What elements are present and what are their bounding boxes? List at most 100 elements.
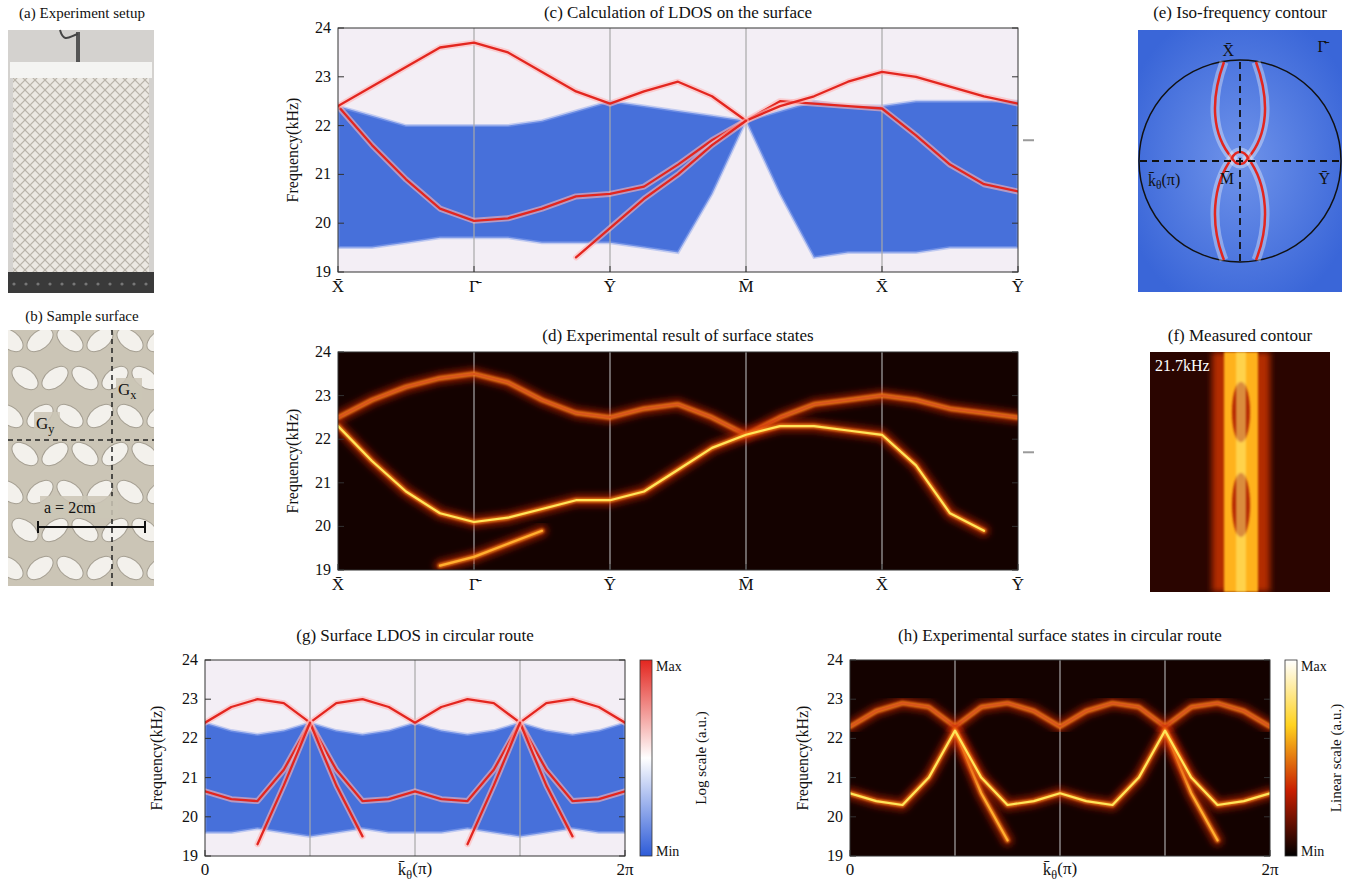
tick bbox=[1012, 570, 1018, 571]
tick bbox=[882, 266, 883, 272]
tick-label: Γ̄ bbox=[469, 277, 482, 296]
pillar bbox=[98, 514, 133, 547]
suffix: (π) bbox=[412, 859, 432, 878]
tick bbox=[1264, 738, 1270, 739]
pillar bbox=[68, 438, 103, 471]
grid-line bbox=[609, 352, 610, 570]
tick bbox=[205, 699, 211, 700]
grid-line bbox=[1164, 660, 1165, 856]
tick-label: 23 bbox=[315, 68, 331, 85]
frequency-marker bbox=[1023, 451, 1034, 453]
grid-line bbox=[309, 660, 310, 856]
pillar bbox=[143, 476, 154, 509]
base: k̄ bbox=[1148, 172, 1156, 189]
tick bbox=[619, 816, 625, 817]
band-line bbox=[205, 699, 625, 801]
line-halo bbox=[258, 723, 521, 845]
tick-label: 24 bbox=[315, 343, 331, 360]
scale-bar bbox=[38, 526, 145, 528]
plot-ground bbox=[338, 28, 1018, 272]
tick bbox=[1012, 272, 1018, 273]
grid-line bbox=[519, 660, 520, 856]
tick bbox=[850, 660, 856, 661]
tick-label: 2π bbox=[616, 860, 634, 879]
table-hole bbox=[60, 282, 63, 285]
table-hole bbox=[24, 282, 27, 285]
tick bbox=[850, 816, 856, 817]
tick bbox=[1264, 699, 1270, 700]
colorbar bbox=[640, 660, 652, 856]
pillar bbox=[23, 330, 58, 356]
chart: 19202122232402πk̄θ(π)Frequency(kHz)(g) S… bbox=[148, 626, 710, 882]
pillar bbox=[143, 400, 154, 433]
photo-ground bbox=[8, 30, 154, 293]
tick-label: 19 bbox=[315, 561, 331, 578]
frame bbox=[338, 28, 1018, 272]
subscript: x bbox=[130, 388, 136, 402]
tick bbox=[1012, 76, 1018, 77]
tick bbox=[338, 174, 344, 175]
line-halo bbox=[338, 101, 1018, 221]
tick-label: 24 bbox=[315, 19, 331, 36]
panel-e: (e) Iso-frequency contourX̄Γ̄M̄Ȳk̄θ(π) bbox=[1138, 3, 1342, 292]
tick-label: 21 bbox=[827, 769, 843, 786]
pillar bbox=[53, 330, 88, 356]
panel-title: (h) Experimental surface states in circu… bbox=[898, 626, 1222, 645]
tick bbox=[746, 266, 747, 272]
suffix: (π) bbox=[1162, 171, 1181, 189]
tick bbox=[850, 856, 856, 857]
band-line bbox=[576, 121, 746, 258]
sample bbox=[13, 78, 149, 272]
tick-label: Ȳ bbox=[1012, 277, 1024, 296]
pillar bbox=[113, 552, 148, 585]
glide-label: Gy bbox=[36, 414, 55, 436]
grid-line bbox=[1059, 660, 1060, 856]
pillar bbox=[113, 330, 148, 356]
tick bbox=[1264, 856, 1270, 857]
tick bbox=[1264, 816, 1270, 817]
suffix: (π) bbox=[1057, 859, 1077, 878]
tick bbox=[1012, 352, 1018, 353]
tick bbox=[474, 266, 475, 272]
tick-label: 20 bbox=[315, 517, 331, 534]
pillar bbox=[128, 438, 154, 471]
colorbar-title: Linear scale (a.u.) bbox=[1328, 704, 1345, 812]
chart: 192021222324X̄Γ̄ȲM̄X̄ȲFrequency(kHz)(c) … bbox=[284, 3, 1034, 296]
line-halo bbox=[205, 699, 625, 801]
tick bbox=[338, 439, 344, 440]
pillar bbox=[68, 362, 103, 395]
band-center bbox=[1236, 352, 1246, 592]
top-plate bbox=[10, 62, 152, 78]
panel-title: (f) Measured contour bbox=[1168, 326, 1313, 345]
tick bbox=[850, 738, 856, 739]
tick-label: 20 bbox=[182, 808, 198, 825]
tick-label: 22 bbox=[827, 729, 843, 746]
colorbar-label: Max bbox=[656, 659, 682, 674]
mirror-line bbox=[111, 330, 113, 586]
ellipses bbox=[8, 330, 154, 584]
band-line bbox=[338, 374, 1018, 435]
band-line bbox=[850, 703, 1270, 727]
panel-title: (b) Sample surface bbox=[25, 308, 139, 325]
base: G bbox=[118, 380, 130, 399]
table-hole bbox=[48, 282, 51, 285]
grid-line bbox=[414, 660, 415, 856]
tick bbox=[882, 564, 883, 570]
tick bbox=[338, 570, 344, 571]
tick bbox=[338, 125, 344, 126]
tick bbox=[1264, 660, 1270, 661]
grid-line bbox=[745, 352, 746, 570]
pillar bbox=[8, 400, 27, 433]
tick bbox=[338, 564, 339, 570]
chart: 19202122232402πk̄θ(π)Frequency(kHz)(h) E… bbox=[794, 626, 1345, 882]
tick-label: X̄ bbox=[332, 277, 344, 296]
chart: 192021222324X̄Γ̄ȲM̄X̄ȲFrequency(kHz)(d) … bbox=[284, 326, 1034, 594]
tick-label: M̄ bbox=[738, 575, 753, 594]
tick-label: X̄ bbox=[876, 277, 888, 296]
tick bbox=[850, 777, 856, 778]
tick-label: 19 bbox=[315, 263, 331, 280]
photo-ground bbox=[8, 330, 154, 586]
frame bbox=[850, 660, 1270, 856]
axis-title: k̄θ(π) bbox=[1043, 859, 1077, 882]
tick-label: Ȳ bbox=[604, 277, 616, 296]
